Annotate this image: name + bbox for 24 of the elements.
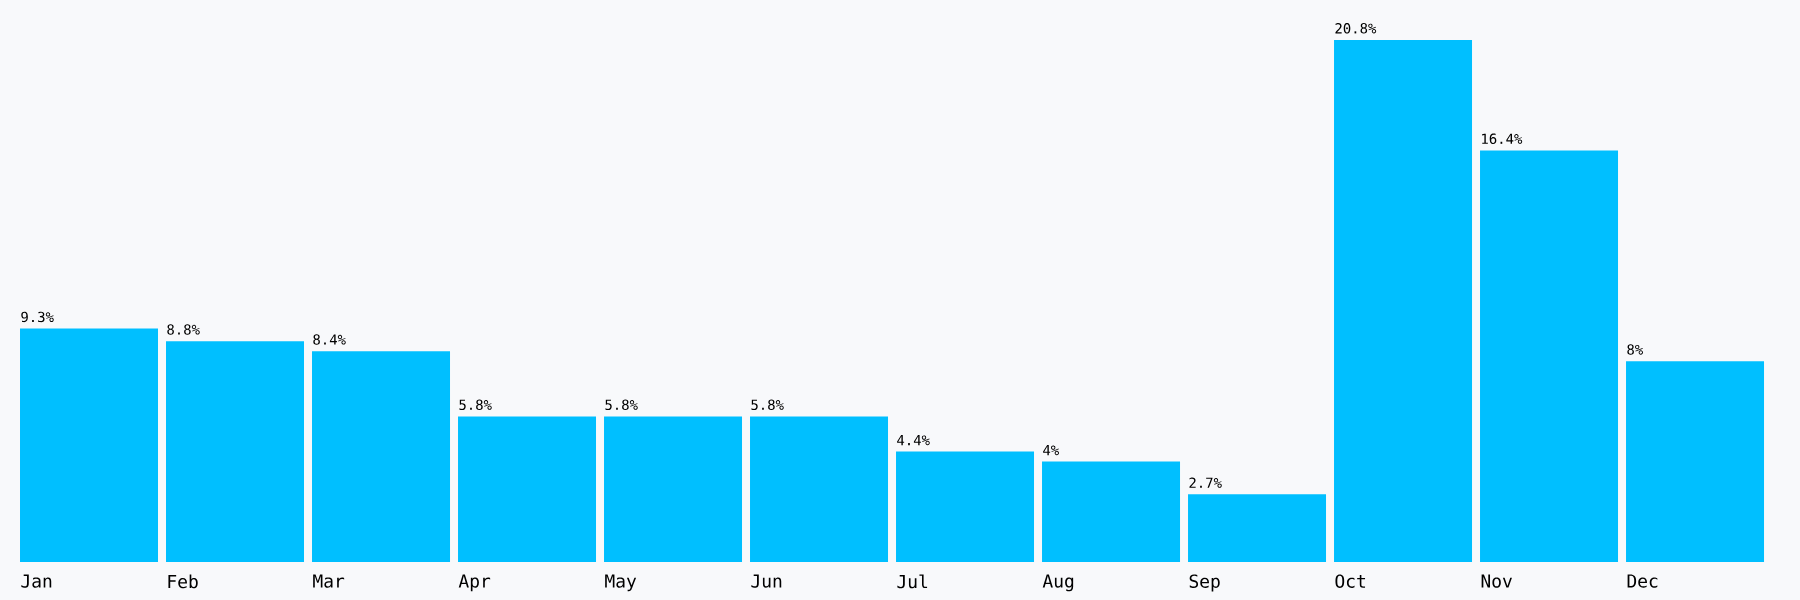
- x-tick-label: Mar: [313, 574, 345, 588]
- bar: [1626, 361, 1765, 562]
- bar: [20, 328, 159, 562]
- x-tick-label: Feb: [168, 574, 198, 589]
- bar: [1334, 40, 1473, 562]
- x-tick-label: Dec: [1627, 574, 1658, 588]
- x-tick-label: Sep: [1189, 574, 1220, 592]
- x-tick-label: Aug: [1042, 574, 1074, 592]
- bar: [896, 451, 1035, 562]
- x-tick-label: Jan: [21, 574, 52, 588]
- bar: [166, 341, 305, 562]
- x-tick-label: Nov: [1481, 574, 1512, 588]
- x-tick-label: Jul: [897, 574, 928, 589]
- x-tick-label: May: [605, 574, 637, 592]
- bar: [1188, 494, 1327, 562]
- x-tick-label: Apr: [458, 574, 491, 592]
- bar: [312, 351, 451, 562]
- bar: [750, 416, 889, 562]
- bar: [1480, 150, 1619, 562]
- bar: [1042, 461, 1181, 562]
- bar: [604, 416, 743, 562]
- x-tick-label: Oct: [1335, 574, 1366, 588]
- bar: [458, 416, 597, 562]
- x-tick-label: Jun: [751, 574, 782, 588]
